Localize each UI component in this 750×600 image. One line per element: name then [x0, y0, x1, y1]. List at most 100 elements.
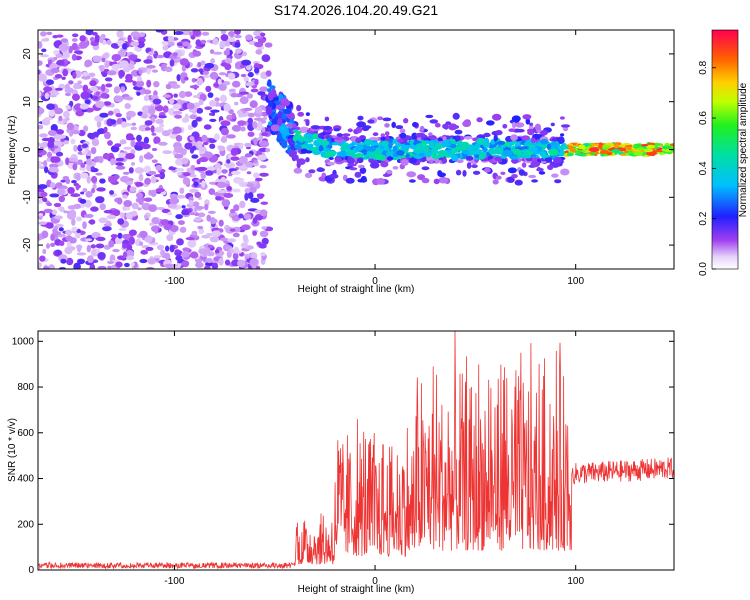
heatmap-cell: [60, 38, 69, 43]
heatmap-cell: [254, 78, 259, 86]
heatmap-cell: [206, 166, 216, 172]
heatmap-cell: [349, 167, 358, 171]
heatmap-cell: [155, 164, 163, 171]
heatmap-cell: [128, 236, 135, 245]
heatmap-cell: [454, 129, 463, 135]
heatmap-cell: [511, 174, 518, 179]
heatmap-cell: [347, 150, 354, 157]
heatmap-cell: [441, 158, 448, 164]
heatmap-cell: [81, 150, 88, 155]
heatmap-cell: [354, 171, 362, 178]
heatmap-cell: [91, 175, 98, 184]
heatmap-cell: [38, 41, 43, 49]
heatmap-cell: [52, 231, 62, 236]
heatmap-cell: [202, 71, 210, 75]
heatmap-cell: [109, 190, 115, 195]
heatmap-cell: [189, 85, 200, 89]
heatmap-cell: [122, 43, 128, 50]
heatmap-cell: [107, 110, 114, 116]
heatmap-cell: [194, 167, 204, 171]
heatmap-cell: [249, 100, 258, 109]
heatmap-cell: [362, 144, 368, 150]
heatmap-cell: [201, 31, 210, 36]
heatmap-cell: [399, 132, 407, 139]
heatmap-cell: [82, 72, 89, 77]
heatmap-cell: [111, 63, 122, 70]
heatmap-cell: [270, 124, 280, 132]
heatmap-cell: [122, 251, 128, 259]
heatmap-cell: [522, 114, 532, 120]
heatmap-cell: [151, 132, 157, 136]
heatmap-cell: [307, 144, 313, 149]
heatmap-cell: [155, 188, 165, 193]
heatmap-cell: [38, 184, 48, 190]
heatmap-cell: [54, 215, 63, 220]
heatmap-cell: [345, 177, 355, 184]
heatmap-cell: [169, 98, 175, 105]
heatmap-cell: [45, 222, 54, 229]
heatmap-cell: [91, 139, 100, 147]
heatmap-cell: [192, 201, 200, 207]
heatmap-cell: [38, 73, 47, 82]
heatmap-cell: [170, 84, 181, 89]
heatmap-cell: [204, 265, 211, 269]
heatmap-cell: [162, 150, 173, 155]
heatmap-cell: [169, 59, 175, 67]
heatmap-cell: [234, 34, 242, 39]
heatmap-cell: [48, 264, 55, 269]
heatmap-cell: [507, 176, 515, 183]
heatmap-cell: [324, 116, 330, 122]
heatmap-cell: [218, 257, 224, 266]
heatmap-cell: [58, 115, 63, 122]
heatmap-cell: [380, 161, 389, 168]
heatmap-cell: [367, 119, 375, 124]
heatmap-cell: [79, 103, 89, 110]
heatmap-cell: [62, 68, 69, 77]
heatmap-cell: [262, 116, 267, 121]
heatmap-cell: [71, 42, 78, 51]
heatmap-cell: [421, 177, 430, 184]
heatmap-cell: [180, 30, 191, 36]
heatmap-cell: [119, 60, 129, 68]
heatmap-cell: [139, 155, 144, 163]
heatmap-cell: [167, 211, 173, 216]
heatmap-cell: [38, 160, 42, 168]
heatmap-cell: [38, 213, 44, 217]
heatmap-cell: [46, 151, 53, 158]
heatmap-cell: [139, 241, 144, 246]
heatmap-cell: [63, 110, 70, 118]
heatmap-cell: [589, 147, 600, 152]
heatmap-cell: [515, 128, 525, 133]
heatmap-cell: [95, 172, 103, 176]
heatmap-cell: [158, 115, 167, 119]
heatmap-cell: [68, 80, 74, 85]
snr-series-line: [38, 331, 674, 570]
heatmap-cell: [292, 129, 299, 133]
heatmap-cell: [169, 225, 179, 232]
heatmap-cell: [112, 61, 118, 65]
heatmap-cell: [633, 143, 642, 147]
heatmap-cell: [141, 113, 148, 119]
heatmap-cell: [259, 230, 269, 238]
heatmap-cell: [536, 167, 544, 172]
spectrogram-xtick-label: 0: [372, 276, 378, 287]
heatmap-cell: [122, 194, 128, 199]
heatmap-cell: [218, 72, 227, 76]
snr-ytick-label: 800: [17, 382, 34, 393]
snr-ytick-label: 600: [17, 428, 34, 439]
heatmap-cell: [606, 152, 613, 156]
heatmap-cell: [261, 54, 271, 62]
heatmap-cell: [483, 132, 491, 138]
heatmap-cell: [217, 189, 228, 194]
heatmap-cell: [202, 250, 208, 257]
heatmap-cell: [57, 188, 66, 196]
heatmap-cell: [39, 255, 46, 262]
heatmap-cell: [163, 223, 172, 231]
heatmap-cell: [176, 171, 182, 176]
heatmap-cell: [131, 202, 139, 210]
heatmap-cell: [549, 141, 560, 148]
heatmap-cell: [60, 138, 65, 142]
snr-ytick-label: 400: [17, 474, 34, 485]
heatmap-cell: [49, 94, 57, 98]
heatmap-cell: [76, 51, 83, 55]
